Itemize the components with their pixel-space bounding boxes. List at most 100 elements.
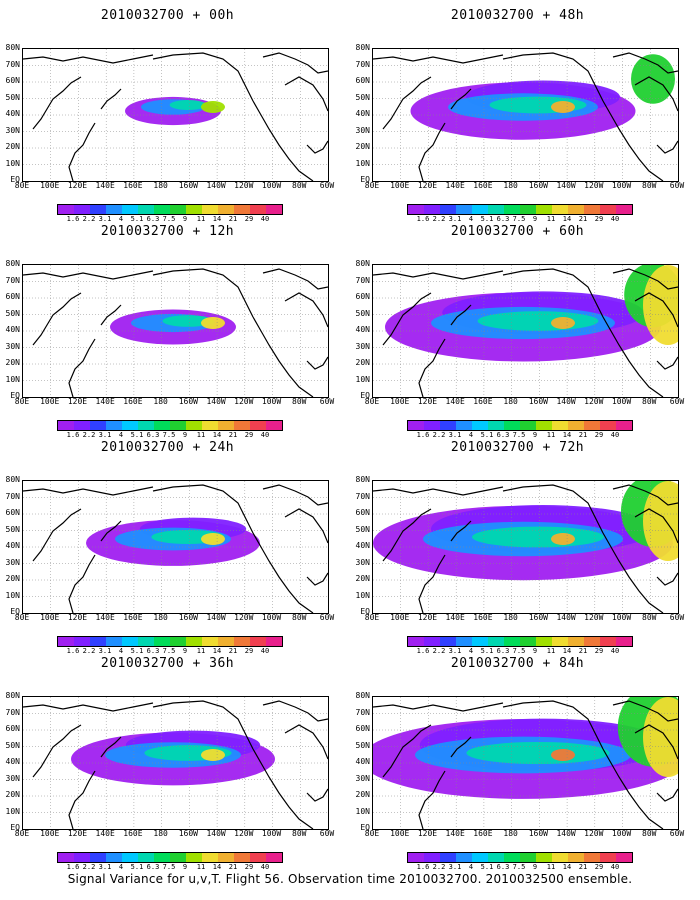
latitude-label: 70N (355, 491, 370, 501)
colorbar-swatch (440, 853, 456, 862)
colorbar-label: 4 (118, 431, 124, 439)
colorbar-swatch (456, 205, 472, 214)
colorbar-label: 4 (468, 431, 474, 439)
colorbar-swatch (170, 853, 186, 862)
longitude-label: 100E (40, 613, 60, 622)
longitude-label: 120E (67, 613, 88, 622)
panel-title: 2010032700 + 72h (450, 440, 585, 455)
latitude-label: 40N (355, 757, 370, 766)
map-svg (373, 481, 678, 613)
colorbar-label: 4 (118, 215, 124, 223)
map-panel: 2010032700 + 72h 80N 70N 60N 50N 40N 30N 20N 10N… (350, 440, 685, 655)
colorbar-swatch (488, 637, 504, 646)
colorbar-swatch (536, 205, 552, 214)
colorbar-label: 1.6 (416, 647, 430, 655)
latitude-label: EQ (360, 175, 370, 184)
coastline (634, 508, 678, 544)
coastline (373, 54, 504, 64)
coastline (68, 122, 96, 181)
colorbar-label: 2.2 (432, 431, 446, 439)
map-panel: 2010032700 + 36h 80N 70N 60N 50N 40N 30N 20N 10N… (0, 656, 335, 871)
colorbar-swatch (202, 637, 218, 646)
latitude-label: 60N (355, 292, 370, 301)
longitude-label: 80W (292, 613, 307, 622)
colorbar-label: 2.2 (432, 647, 446, 655)
colorbar-label: 3.1 (98, 215, 112, 223)
colorbar-label: 9 (182, 863, 188, 871)
colorbar-swatch (90, 205, 106, 214)
colorbar-swatch (170, 205, 186, 214)
colorbar-swatch (266, 205, 282, 214)
colorbar (57, 420, 283, 431)
longitude-label: 140W (206, 181, 226, 190)
longitude-label: 160E (123, 829, 143, 838)
latitude-label: 80N (5, 691, 20, 700)
colorbar-swatch (408, 421, 424, 430)
colorbar-swatch (90, 637, 106, 646)
colorbar-label: 7.5 (162, 863, 176, 871)
longitude-label: 180 (503, 829, 518, 838)
colorbar-label: 9 (532, 647, 538, 655)
variance-map (22, 696, 329, 830)
longitude-label: 140E (95, 397, 115, 406)
longitude-label: 160E (473, 397, 493, 406)
latitude-label: 70N (5, 491, 20, 501)
longitude-label: 100W (611, 181, 632, 190)
colorbar-label: 3.1 (98, 647, 112, 655)
coastline (450, 88, 472, 110)
coastline (252, 316, 314, 397)
coastline (100, 304, 122, 326)
variance-map (372, 696, 679, 830)
coastline (23, 54, 154, 64)
colorbar-label: 4 (468, 863, 474, 871)
colorbar-label: 6.3 (146, 215, 160, 223)
colorbar-swatch (536, 853, 552, 862)
variance-map (22, 48, 329, 182)
colorbar-swatch (440, 205, 456, 214)
colorbar-label: 9 (182, 431, 188, 439)
longitude-label: 140W (206, 613, 226, 622)
longitude-label: 120E (67, 829, 88, 838)
coastline (68, 338, 96, 397)
colorbar-swatch (536, 421, 552, 430)
colorbar-label: 9 (532, 431, 538, 439)
latitude-label: 20N (355, 142, 370, 151)
coastline (502, 700, 604, 750)
coastline (418, 338, 446, 397)
colorbar-label: 1.6 (66, 647, 80, 655)
colorbar-label: 6.3 (146, 863, 160, 871)
colorbar-swatch (424, 637, 440, 646)
colorbar-label: 5.1 (480, 431, 494, 439)
latitude-label: 50N (355, 92, 370, 102)
longitude-label: 120E (67, 397, 88, 406)
colorbar (407, 420, 633, 431)
latitude-label: 50N (355, 308, 370, 318)
colorbar-swatch (488, 205, 504, 214)
longitude-label: 100E (390, 613, 410, 622)
latitude-label: 20N (5, 790, 20, 799)
coastline (656, 356, 678, 370)
colorbar (407, 204, 633, 215)
colorbar-swatch (170, 637, 186, 646)
colorbar-label: 5.1 (130, 863, 144, 871)
colorbar-swatch (106, 853, 122, 862)
colorbar-label: 3.1 (98, 431, 112, 439)
latitude-label: 50N (5, 92, 20, 102)
latitude-label: 50N (5, 740, 20, 750)
colorbar-swatch (456, 637, 472, 646)
colorbar-swatch (250, 853, 266, 862)
colorbar-label: 7.5 (162, 647, 176, 655)
colorbar-label: 29 (594, 215, 604, 223)
longitude-label: 100W (611, 397, 632, 406)
colorbar-label: 29 (594, 863, 604, 871)
colorbar-swatch (520, 853, 536, 862)
colorbar-swatch (552, 421, 568, 430)
map-panel: 2010032700 + 48h 80N 70N 60N 50N 40N 30N 20N 10N… (350, 8, 685, 223)
coastline (284, 76, 328, 112)
colorbar-swatch (440, 421, 456, 430)
latitude-label: 10N (5, 806, 20, 816)
colorbar-label: 6.3 (146, 431, 160, 439)
panel-title: 2010032700 + 60h (450, 224, 585, 239)
panel-title: 2010032700 + 12h (100, 224, 235, 239)
colorbar-label: 40 (260, 215, 270, 223)
